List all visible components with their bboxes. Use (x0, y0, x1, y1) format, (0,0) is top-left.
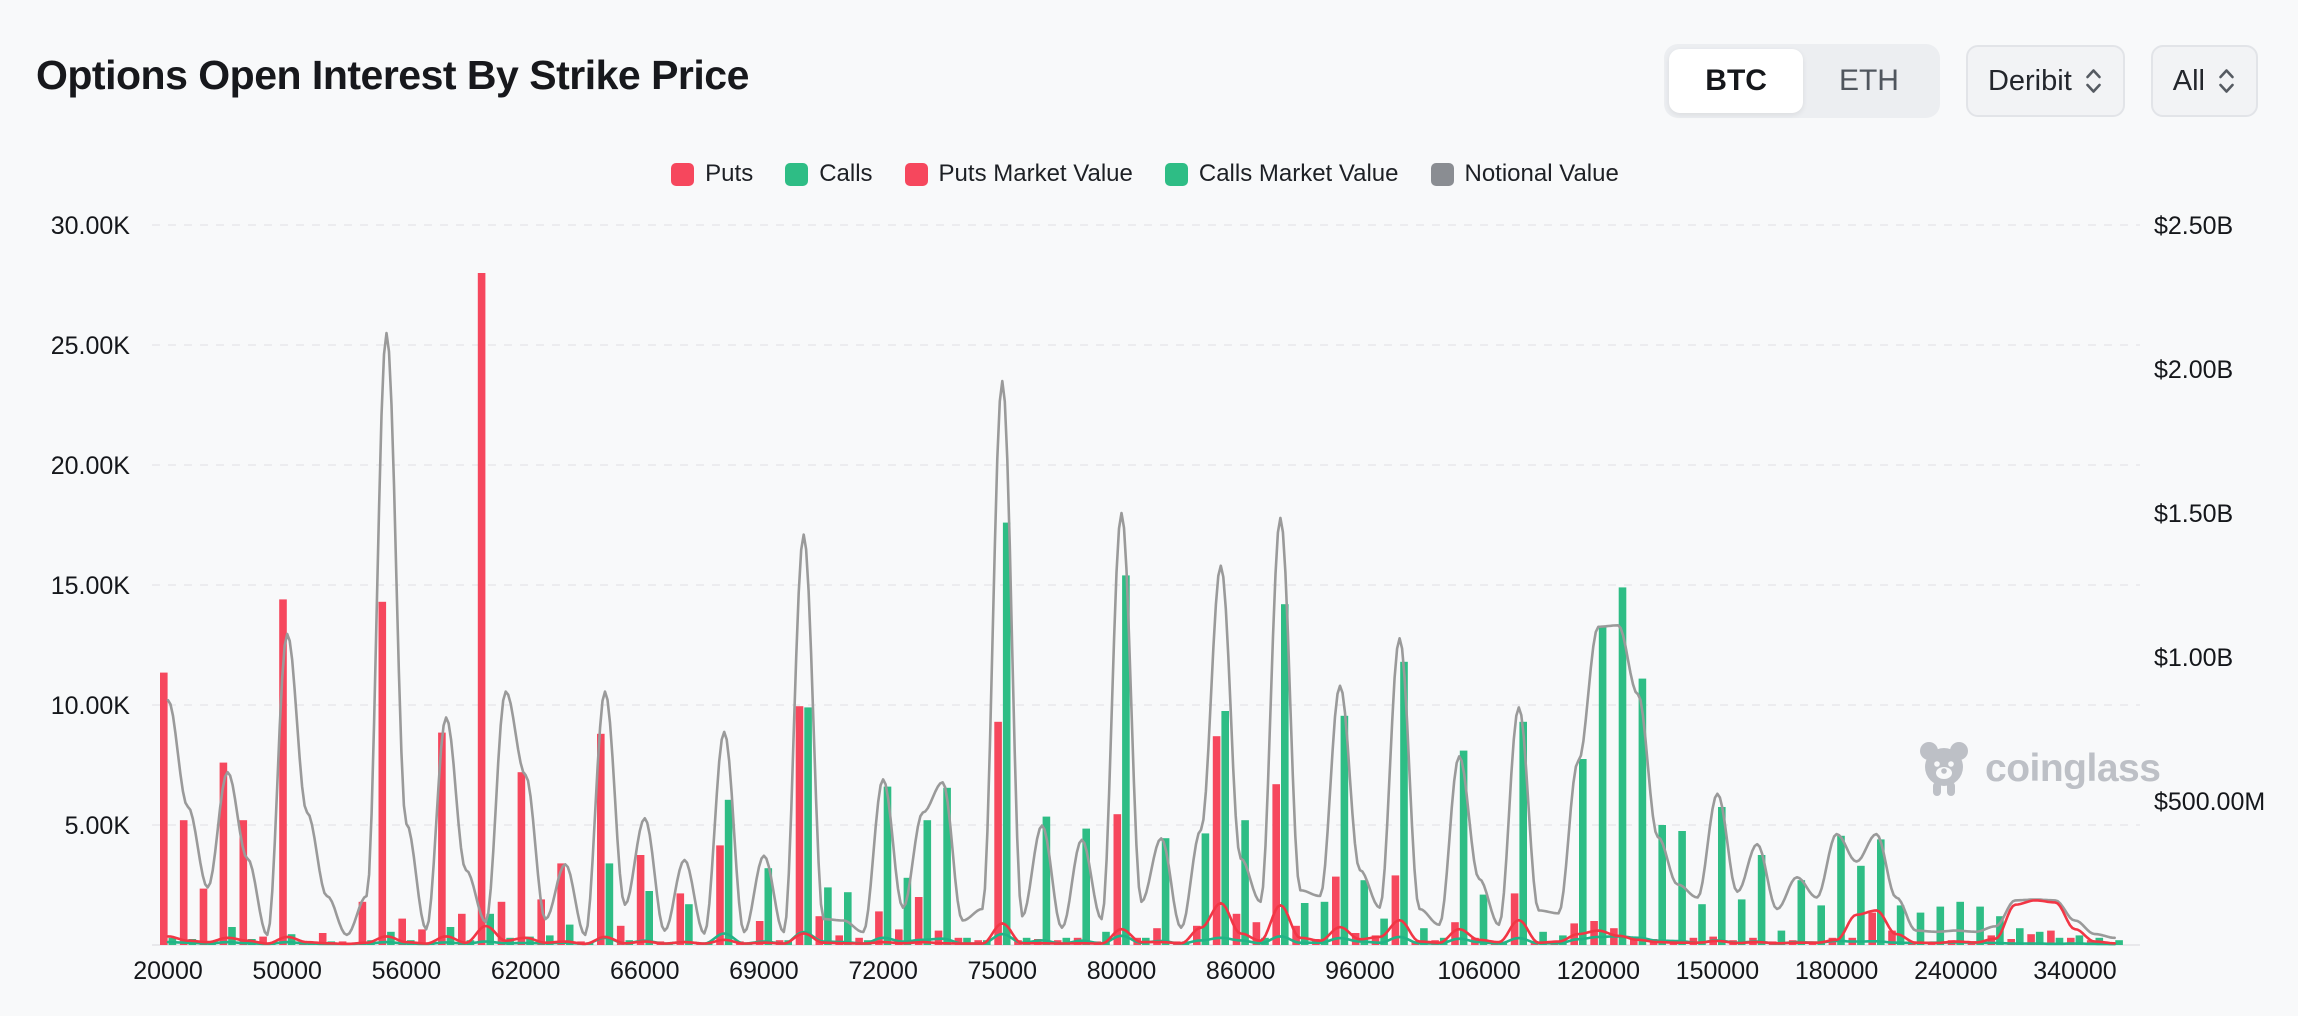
svg-text:72000: 72000 (848, 957, 918, 985)
svg-text:56000: 56000 (372, 957, 442, 985)
svg-text:$2.00B: $2.00B (2154, 356, 2233, 384)
svg-text:62000: 62000 (491, 957, 561, 985)
svg-text:69000: 69000 (729, 957, 799, 985)
svg-text:75000: 75000 (968, 957, 1038, 985)
svg-text:120000: 120000 (1557, 957, 1640, 985)
svg-text:10.00K: 10.00K (51, 692, 131, 720)
svg-text:80000: 80000 (1087, 957, 1157, 985)
legend-marker (1430, 162, 1454, 186)
svg-text:20000: 20000 (133, 957, 203, 985)
right-axis-labels: $2.50B $2.00B $1.50B $1.00B $500.00M (2154, 212, 2265, 816)
svg-text:$1.50B: $1.50B (2154, 500, 2233, 528)
svg-text:$1.00B: $1.00B (2154, 644, 2233, 672)
range-dropdown[interactable]: All (2150, 45, 2258, 117)
svg-text:66000: 66000 (610, 957, 680, 985)
legend-marker (904, 162, 928, 186)
updown-chevrons-icon (2085, 69, 2101, 93)
svg-text:$500.00M: $500.00M (2154, 788, 2265, 816)
svg-text:5.00K: 5.00K (65, 812, 131, 840)
asset-toggle: BTC ETH (1664, 44, 1940, 118)
range-dropdown-value: All (2172, 64, 2205, 97)
legend-marker (785, 162, 809, 186)
legend-item-calls-market-value[interactable]: Calls Market Value (1164, 160, 1399, 188)
svg-text:25.00K: 25.00K (51, 332, 131, 360)
legend-item-calls[interactable]: Calls (785, 160, 873, 188)
calls-bars (168, 522, 2123, 945)
legend-label: Calls (819, 160, 873, 187)
legend-label: Calls Market Value (1198, 160, 1399, 187)
notional-line (166, 331, 2116, 940)
legend-marker (1164, 162, 1188, 186)
puts-mv-line (166, 899, 2116, 946)
page-title: Options Open Interest By Strike Price (36, 52, 749, 98)
svg-text:86000: 86000 (1206, 957, 1276, 985)
updown-chevrons-icon (2219, 69, 2234, 93)
chart-controls: BTC ETH Deribit All (1664, 44, 2258, 118)
exchange-dropdown[interactable]: Deribit (1965, 45, 2125, 117)
legend-label: Puts (705, 160, 754, 187)
asset-toggle-eth[interactable]: ETH (1803, 49, 1935, 113)
exchange-dropdown-value: Deribit (1987, 64, 2072, 97)
legend-item-notional-value[interactable]: Notional Value (1430, 160, 1619, 188)
legend-label: Puts Market Value (938, 160, 1133, 187)
left-axis-labels: 30.00K 25.00K 20.00K 15.00K 10.00K 5.00K (51, 212, 131, 840)
legend-item-puts-market-value[interactable]: Puts Market Value (904, 160, 1133, 188)
svg-text:150000: 150000 (1676, 957, 1759, 985)
svg-text:340000: 340000 (2033, 957, 2116, 985)
svg-text:20.00K: 20.00K (51, 452, 131, 480)
svg-text:180000: 180000 (1795, 957, 1878, 985)
legend-item-puts[interactable]: Puts (671, 160, 753, 188)
svg-text:240000: 240000 (1914, 957, 1997, 985)
legend-marker (671, 162, 695, 186)
svg-text:30.00K: 30.00K (51, 212, 131, 240)
svg-text:$2.50B: $2.50B (2154, 212, 2233, 240)
svg-text:15.00K: 15.00K (51, 572, 131, 600)
asset-toggle-btc[interactable]: BTC (1669, 49, 1803, 113)
svg-text:50000: 50000 (252, 957, 322, 985)
chart-legend: Puts Calls Puts Market Value Calls Market V… (150, 160, 2140, 188)
svg-text:96000: 96000 (1325, 957, 1395, 985)
x-axis-labels: 20000 50000 56000 62000 66000 69000 72000 75000… (133, 957, 2116, 985)
svg-text:106000: 106000 (1437, 957, 1520, 985)
legend-label: Notional Value (1464, 160, 1619, 187)
